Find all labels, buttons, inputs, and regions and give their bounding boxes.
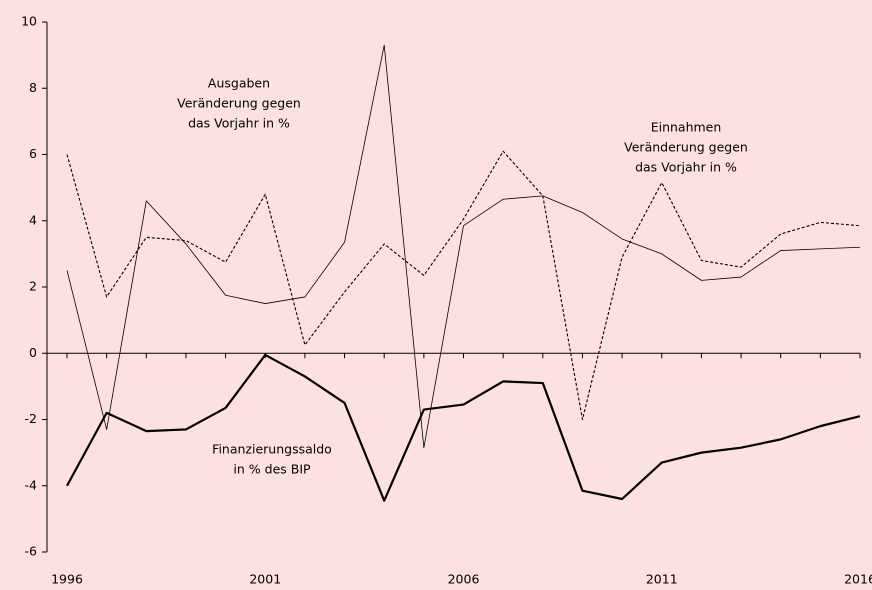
y-tick-label: -2: [25, 411, 37, 426]
x-tick-label: 2016: [844, 572, 872, 587]
annotation: das Vorjahr in %: [188, 116, 290, 131]
annotation: Ausgaben: [208, 76, 270, 91]
x-tick-label: 2006: [448, 572, 480, 587]
annotation: Finanzierungssaldo: [212, 442, 332, 457]
x-tick-label: 2011: [646, 572, 678, 587]
y-tick-label: 8: [29, 80, 37, 95]
annotation: Veränderung gegen: [177, 96, 301, 111]
y-tick-label: 6: [29, 146, 37, 161]
x-tick-label: 1996: [51, 572, 83, 587]
y-tick-label: 2: [29, 279, 37, 294]
y-tick-label: -4: [25, 477, 38, 492]
series-line: [66, 44, 861, 449]
y-tick-label: 10: [21, 14, 37, 29]
y-tick-label: 0: [29, 345, 37, 360]
series-line: [66, 353, 861, 502]
x-tick-label: 2001: [249, 572, 281, 587]
y-tick-label: -6: [25, 544, 38, 559]
y-tick-label: 4: [29, 212, 37, 227]
series-line: [66, 150, 861, 421]
annotation: Einnahmen: [651, 120, 722, 135]
annotation: Veränderung gegen: [624, 140, 748, 155]
annotation: in % des BIP: [233, 462, 311, 477]
annotation: das Vorjahr in %: [635, 160, 737, 175]
